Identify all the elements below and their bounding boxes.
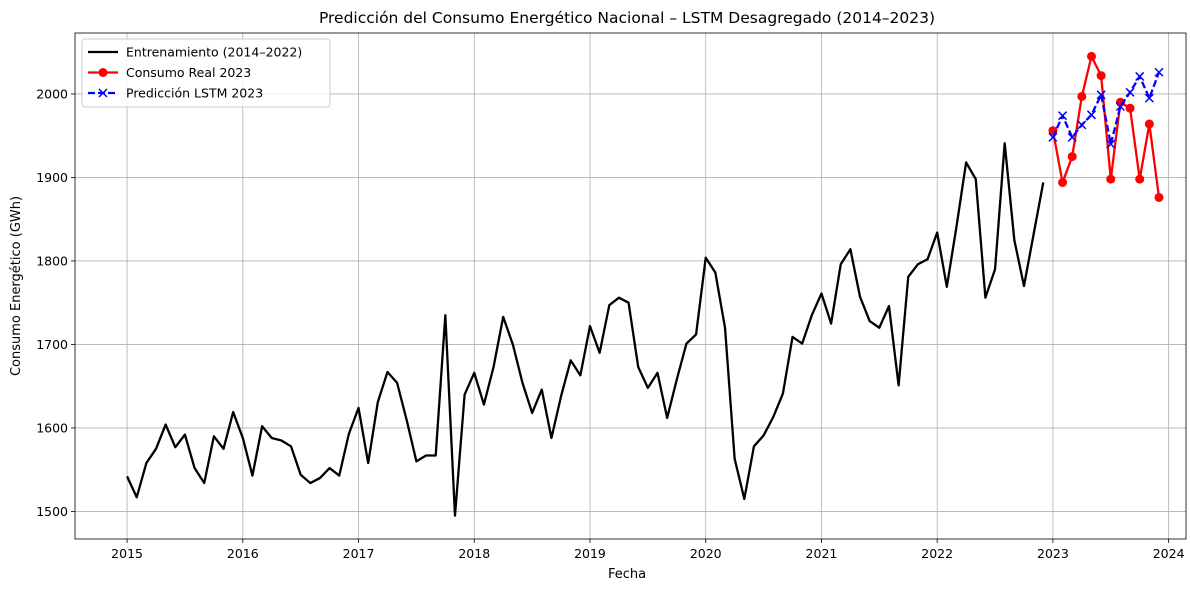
x-tick-label: 2019: [574, 546, 606, 561]
x-tick-label: 2017: [343, 546, 375, 561]
data-point-stroke: [1067, 132, 1077, 142]
data-point: [1077, 91, 1087, 101]
plot-area: [126, 51, 1164, 517]
series-line-1: [1051, 55, 1161, 198]
data-point: [1096, 90, 1106, 100]
legend-marker: [98, 88, 108, 98]
x-tick-label: 2018: [458, 546, 490, 561]
data-point: [1154, 67, 1164, 77]
axis-ticks: 2015 2016 2017 2018 2019 2020 2021 2022 2023 2024…: [36, 86, 1184, 561]
y-tick-label: 1500: [36, 504, 68, 519]
data-point: [1115, 101, 1125, 112]
x-tick-label: 2016: [227, 546, 259, 561]
data-point: [1135, 174, 1145, 184]
data-point: [1106, 174, 1116, 184]
legend-marker-stroke: [98, 88, 108, 98]
data-point-stroke: [1086, 110, 1097, 120]
data-point-stroke: [1144, 93, 1154, 103]
data-point: [1067, 132, 1077, 142]
legend-box: [81, 38, 331, 108]
series-line-0: [126, 142, 1045, 517]
data-point: [1144, 93, 1154, 103]
data-point-stroke: [1125, 87, 1135, 97]
data-point-stroke: [1135, 71, 1145, 81]
y-tick-label: 1800: [36, 253, 68, 268]
legend-label: Predicción LSTM 2023: [126, 86, 263, 101]
y-tick-label: 1600: [36, 420, 68, 435]
data-point-stroke: [1048, 132, 1058, 142]
chart-title: Predicción del Consumo Energético Nacion…: [319, 9, 935, 27]
y-tick-label: 1900: [36, 170, 68, 185]
data-point: [1086, 110, 1097, 120]
data-point: [1077, 120, 1087, 130]
legend-label: Entrenamiento (2014–2022): [126, 45, 302, 60]
data-point-stroke: [1115, 101, 1125, 112]
data-point: [1048, 132, 1058, 142]
data-point: [1086, 51, 1096, 61]
data-point-stroke: [1096, 90, 1106, 100]
series-line-2: [1051, 71, 1161, 146]
x-tick-label: 2020: [690, 546, 722, 561]
plot-frame: [74, 32, 1187, 540]
data-point: [1106, 139, 1116, 149]
legend-label: Consumo Real 2023: [126, 65, 251, 80]
data-point: [1125, 103, 1135, 113]
x-tick-label: 2024: [1153, 546, 1185, 561]
y-tick-label: 2000: [36, 86, 68, 101]
data-point: [1067, 152, 1077, 162]
data-point: [1135, 71, 1145, 81]
data-point: [1144, 119, 1154, 129]
x-axis-label: Fecha: [608, 567, 646, 582]
data-point-stroke: [1106, 139, 1116, 149]
x-tick-label: 2021: [806, 546, 838, 561]
data-point-stroke: [1154, 67, 1164, 77]
x-tick-label: 2022: [921, 546, 953, 561]
y-axis-label: Consumo Energético (GWh): [9, 196, 24, 376]
x-tick-label: 2023: [1037, 546, 1069, 561]
data-point: [1096, 71, 1106, 81]
data-point-stroke: [1058, 111, 1068, 121]
data-point: [1125, 87, 1135, 97]
legend-marker: [98, 68, 108, 77]
legend: Entrenamiento (2014–2022) Consumo Real 20…: [81, 38, 331, 108]
data-point-stroke: [1077, 120, 1087, 130]
data-point: [1058, 111, 1068, 121]
y-tick-label: 1700: [36, 337, 68, 352]
data-point: [1154, 192, 1164, 202]
data-point: [1058, 177, 1068, 187]
x-tick-label: 2015: [111, 546, 143, 561]
